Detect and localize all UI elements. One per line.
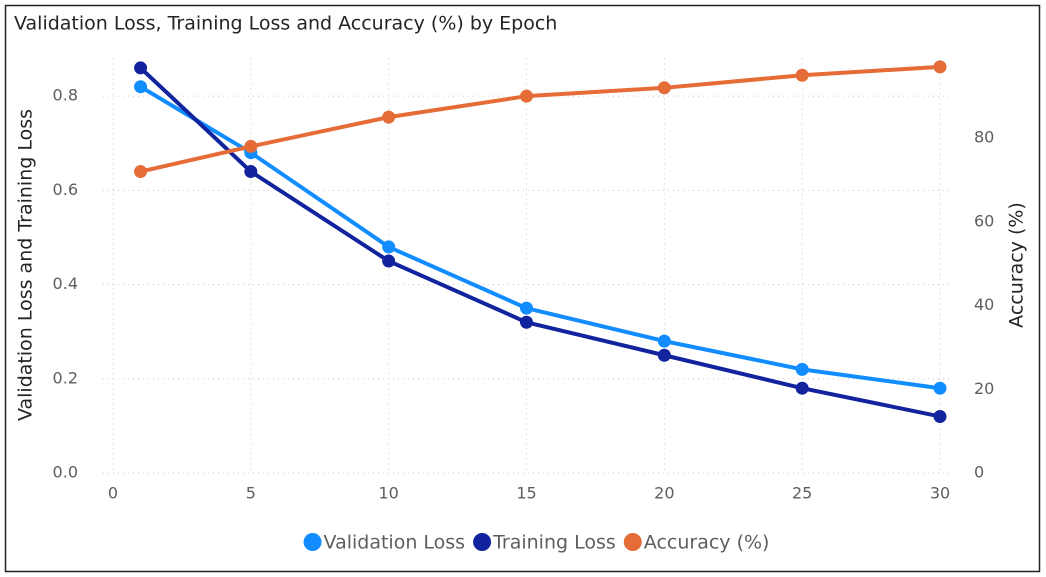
- y-tick-label: 0.6: [53, 180, 78, 199]
- data-point: [933, 409, 947, 423]
- data-point: [134, 165, 148, 179]
- data-point: [520, 315, 533, 329]
- x-tick-label: 0: [108, 484, 118, 503]
- data-point: [134, 61, 148, 75]
- legend-marker: [623, 533, 642, 551]
- data-point: [520, 301, 533, 315]
- data-point: [795, 68, 809, 82]
- x-tick-label: 5: [246, 484, 256, 503]
- legend-marker: [473, 533, 492, 551]
- legend-label: Accuracy (%): [644, 532, 770, 554]
- legend-marker: [303, 533, 322, 551]
- x-tick-label: 15: [516, 484, 536, 503]
- data-point: [657, 81, 671, 95]
- y2-axis-title: Accuracy (%): [1006, 202, 1028, 328]
- data-point: [933, 60, 947, 74]
- y2-tick-label: 80: [974, 128, 994, 147]
- y2-tick-label: 60: [974, 211, 994, 230]
- data-point: [134, 80, 148, 94]
- data-point: [382, 254, 396, 268]
- data-point: [657, 334, 671, 348]
- y2-tick-label: 20: [974, 379, 994, 398]
- y-tick-label: 0.8: [53, 86, 78, 105]
- y-tick-label: 0.4: [53, 274, 78, 293]
- y2-tick-label: 0: [974, 463, 984, 482]
- y-tick-label: 0.0: [53, 463, 78, 482]
- data-point: [795, 381, 809, 395]
- legend-label: Validation Loss: [324, 532, 466, 554]
- x-tick-label: 25: [792, 484, 812, 503]
- data-point: [520, 89, 533, 103]
- data-point: [657, 348, 671, 362]
- data-point: [795, 362, 809, 376]
- data-point: [244, 165, 258, 179]
- x-tick-label: 20: [654, 484, 674, 503]
- y-tick-label: 0.2: [53, 368, 78, 387]
- data-point: [382, 240, 396, 254]
- x-tick-label: 10: [378, 484, 398, 503]
- legend-label: Training Loss: [492, 532, 616, 554]
- chart-title: Validation Loss, Training Loss and Accur…: [14, 13, 557, 35]
- y2-tick-label: 40: [974, 295, 994, 314]
- x-tick-label: 30: [930, 484, 950, 503]
- data-point: [382, 110, 396, 124]
- data-point: [933, 381, 947, 395]
- y-axis-title: Validation Loss and Training Loss: [15, 109, 37, 421]
- data-point: [244, 139, 258, 153]
